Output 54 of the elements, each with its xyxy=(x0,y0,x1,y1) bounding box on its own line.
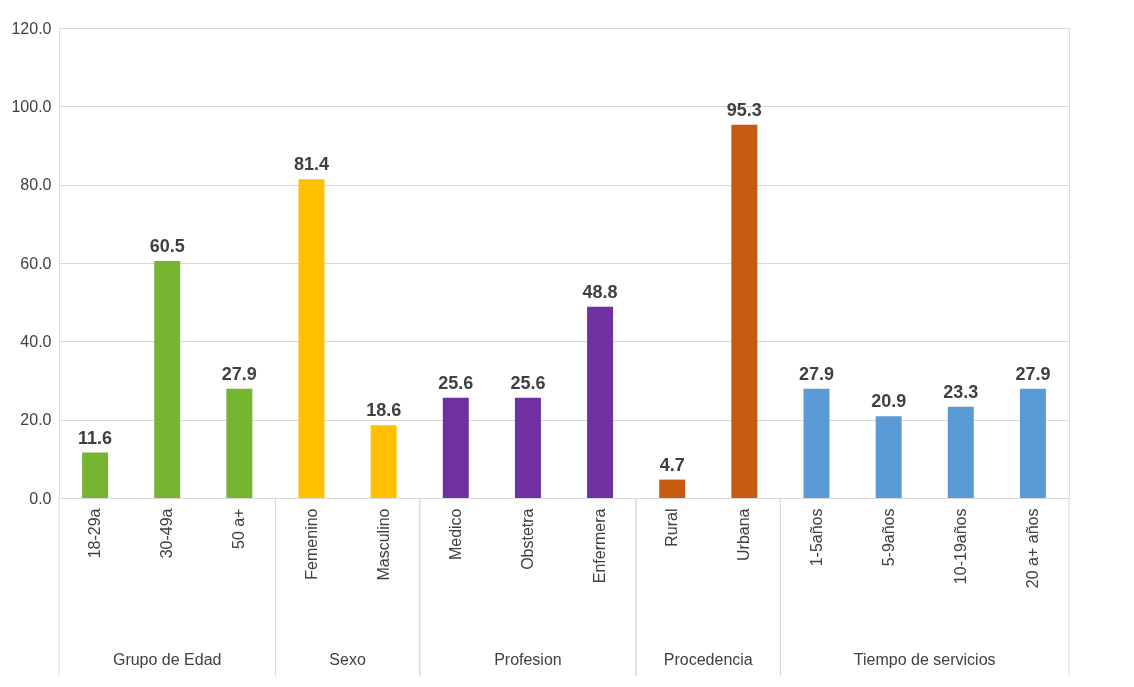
x-tick-label: 5-9años xyxy=(879,508,897,567)
bar xyxy=(226,388,253,498)
data-label: 25.6 xyxy=(510,372,546,393)
x-tick-label: Medico xyxy=(446,508,464,561)
data-label: 23.3 xyxy=(943,381,979,402)
text: Procedencia xyxy=(663,651,753,668)
y-tick-label: 60.0 xyxy=(20,254,52,272)
text: Profesion xyxy=(494,651,562,668)
data-label: 60.5 xyxy=(149,236,185,257)
x-tick-label: Rural xyxy=(663,508,681,547)
x-tick-label: Urbana xyxy=(735,508,753,561)
data-label: 48.8 xyxy=(582,281,618,302)
data-label: 18.6 xyxy=(366,400,402,421)
bar xyxy=(731,124,758,498)
bar xyxy=(370,425,397,498)
text: Grupo de Edad xyxy=(112,651,222,668)
bar xyxy=(82,452,109,498)
x-tick-label: Femenino xyxy=(302,508,320,580)
data-label: 81.4 xyxy=(293,154,330,175)
y-tick-label: 20.0 xyxy=(20,411,52,429)
data-label: 27.9 xyxy=(798,363,835,384)
bar xyxy=(154,261,181,498)
bar xyxy=(947,406,974,498)
bar xyxy=(514,397,541,498)
data-label: 11.6 xyxy=(78,427,113,448)
bar xyxy=(875,416,902,498)
data-label: 27.9 xyxy=(221,363,257,384)
bar xyxy=(1019,388,1046,498)
x-tick-label: 1-5años xyxy=(807,508,825,567)
data-label: 95.3 xyxy=(726,99,762,120)
x-tick-label: Enfermera xyxy=(591,508,609,584)
text: Tiempo de servicios xyxy=(853,651,996,668)
bar xyxy=(442,397,469,498)
data-label: 4.7 xyxy=(659,454,685,475)
x-tick-label: 30-49a xyxy=(158,508,176,559)
bar xyxy=(298,179,325,498)
y-tick-label: 0.0 xyxy=(29,489,52,507)
data-label: 20.9 xyxy=(871,391,907,412)
bar xyxy=(659,479,686,498)
x-tick-label: 10-19años xyxy=(951,508,969,585)
x-tick-label: 50 a+ xyxy=(230,508,248,549)
bar xyxy=(803,388,830,498)
y-tick-label: 120.0 xyxy=(11,19,52,37)
bar xyxy=(587,306,614,498)
data-label: 27.9 xyxy=(1015,363,1051,384)
y-tick-label: 80.0 xyxy=(20,176,52,194)
y-tick-label: 40.0 xyxy=(20,332,52,350)
data-label: 25.6 xyxy=(438,372,474,393)
x-tick-label: 18-29a xyxy=(86,508,104,559)
text: Sexo xyxy=(329,651,366,668)
y-tick-label: 100.0 xyxy=(11,97,52,115)
x-tick-label: Masculino xyxy=(374,508,392,581)
x-tick-label: 20 a+ años xyxy=(1023,508,1041,589)
x-tick-label: Obstetra xyxy=(518,508,536,570)
